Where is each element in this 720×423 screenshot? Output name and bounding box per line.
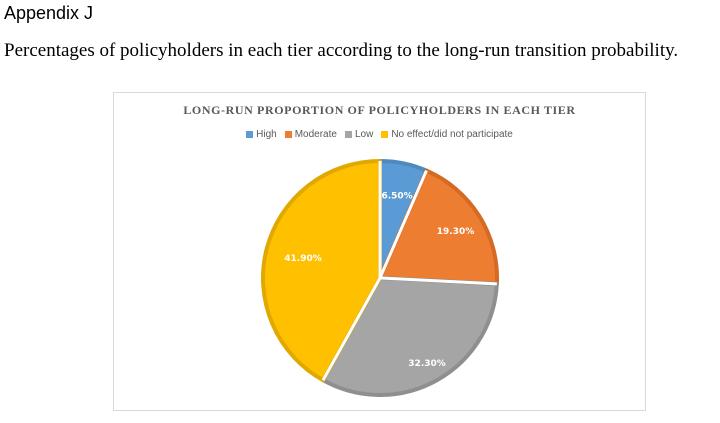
pie-slice-no-effect: [261, 159, 382, 383]
slice-separator: [378, 170, 428, 279]
pie-chart: 6.50% 19.30% 32.30% 41.90%: [261, 159, 499, 397]
legend-swatch-no-effect: [381, 131, 389, 138]
legend-item-no-effect: No effect/did not participate: [381, 129, 513, 140]
chart-title: LONG-RUN PROPORTION OF POLICYHOLDERS IN …: [183, 103, 576, 117]
appendix-heading: Appendix J: [4, 3, 94, 23]
legend-label-low: Low: [354, 129, 374, 140]
legend-swatch-high: [246, 131, 254, 138]
data-label-moderate: 19.30%: [437, 227, 475, 237]
data-label-low: 32.30%: [408, 359, 446, 369]
legend-label-moderate: Moderate: [294, 129, 337, 140]
data-label-high: 6.50%: [381, 192, 412, 202]
pie-slice-moderate: [378, 168, 499, 286]
data-label-no-effect: 41.90%: [284, 254, 322, 264]
legend-label-no-effect: No effect/did not participate: [391, 129, 513, 140]
legend-swatch-low: [344, 131, 352, 138]
legend-item-low: Low: [344, 129, 374, 140]
figure-caption: Percentages of policyholders in each tie…: [4, 40, 679, 61]
legend-item-moderate: Moderate: [284, 129, 337, 140]
chart-legend: High Moderate Low No effect/did not part…: [114, 129, 645, 140]
legend-label-high: High: [256, 129, 277, 140]
pie-slice-low: [320, 276, 499, 397]
legend-swatch-moderate: [284, 131, 292, 138]
legend-item-high: High: [246, 129, 277, 140]
slice-separator: [321, 277, 382, 381]
slice-separator: [379, 276, 497, 286]
chart-container: LONG-RUN PROPORTION OF POLICYHOLDERS IN …: [113, 92, 646, 411]
